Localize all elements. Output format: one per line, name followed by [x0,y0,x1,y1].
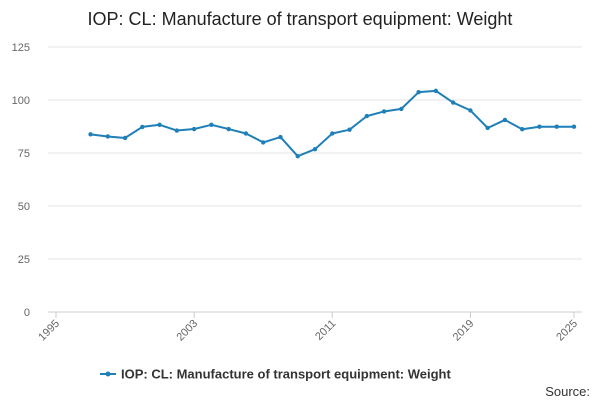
data-point [226,126,231,132]
source-label: Source: [545,384,590,399]
x-tick-label: 1995 [36,318,62,344]
series-layer [88,88,577,159]
x-tick-label: 2025 [554,318,580,344]
y-tick-label: 50 [18,201,30,213]
data-point [537,124,542,129]
data-point [381,109,387,114]
legend[interactable]: IOP: CL: Manufacture of transport equipm… [100,367,451,382]
y-tick-label: 0 [24,307,30,319]
data-point [364,113,369,119]
legend-label: IOP: CL: Manufacture of transport equipm… [121,367,451,382]
y-tick-label: 125 [12,42,30,54]
y-tick-label: 75 [18,148,30,160]
data-point [88,132,93,137]
data-point [571,124,577,129]
data-point [261,140,266,145]
gridlines [48,46,582,260]
data-point [433,88,439,94]
data-point [278,134,283,140]
data-point [502,117,508,123]
data-point [399,106,404,112]
data-point [485,125,490,131]
axes: 0 25 50 75 100 125 1995 2003 2011 2019 2025 [12,42,582,343]
data-point [105,134,111,139]
data-point [330,131,335,136]
x-tick-label: 2019 [451,318,477,344]
data-point [468,108,473,113]
data-point [295,153,300,159]
data-point [416,89,421,95]
chart-title: IOP: CL: Manufacture of transport equipm… [88,9,513,29]
data-point [347,127,352,132]
data-point [520,127,525,132]
series-line [90,89,574,158]
data-point [209,122,214,128]
data-point [122,135,128,141]
legend-marker-swatch [105,371,111,377]
data-point [191,126,197,132]
data-point [554,124,559,129]
data-point [312,146,318,152]
y-tick-label: 25 [18,254,30,266]
data-point [140,124,145,130]
x-tick-label: 2003 [174,318,200,344]
y-tick-label: 100 [12,95,30,107]
data-point [243,131,249,136]
data-point [157,122,162,128]
data-point [174,128,180,133]
data-point [450,100,456,105]
x-tick-label: 2011 [313,318,338,343]
